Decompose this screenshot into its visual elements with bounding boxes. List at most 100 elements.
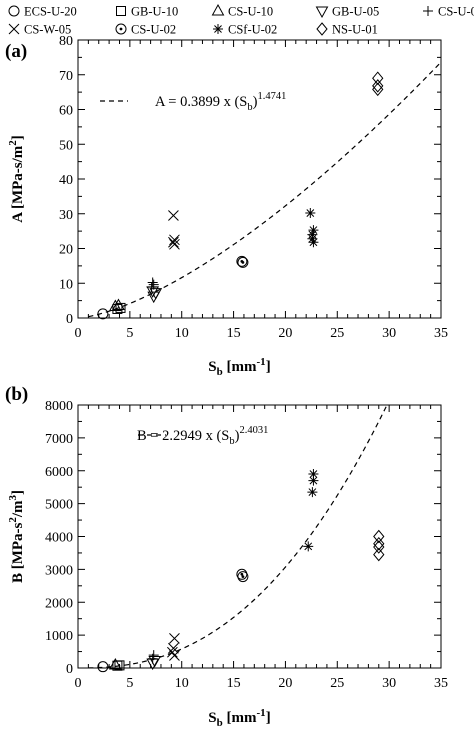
x-tick-label: 35	[434, 676, 448, 691]
legend-marker-triangle-up	[211, 3, 225, 16]
series-ns-u-01	[373, 529, 385, 562]
y-tick-label: 4000	[45, 531, 73, 546]
series-ecs-u-20	[97, 308, 109, 320]
data-point	[373, 540, 385, 554]
legend-item-cs-u-02: CS-U-02	[115, 23, 176, 37]
y-tick-label: 30	[59, 208, 73, 223]
legend-label: GB-U-05	[332, 5, 379, 19]
legend-marker-diamond	[316, 22, 328, 36]
x-tick-label: 30	[382, 676, 396, 691]
data-point	[169, 650, 180, 661]
legend-item-gb-u-05: GB-U-05	[315, 5, 379, 19]
legend-marker-triangle-down	[315, 6, 329, 19]
x-tick-label: 15	[227, 326, 241, 341]
series-cs-u-02	[236, 255, 249, 268]
x-tick-label: 20	[278, 326, 292, 341]
x-tick-label: 30	[382, 326, 396, 341]
data-point	[148, 650, 159, 661]
x-tick-label: 15	[227, 676, 241, 691]
panel-label: (b)	[5, 384, 28, 405]
y-tick-label: 70	[59, 69, 73, 84]
data-point	[168, 236, 179, 248]
data-point	[308, 469, 319, 480]
x-tick-label: 25	[330, 676, 344, 691]
x-tick-label: 25	[330, 326, 344, 341]
series-cs-w-05	[168, 210, 180, 250]
data-point	[305, 208, 316, 219]
legend-label: CS-U-10	[228, 5, 273, 19]
x-tick-label: 10	[175, 326, 189, 341]
legend: ECS-U-20 GB-U-10 CS-U-10 GB-U-05 CS-U-05 CS-W…	[8, 3, 474, 37]
data-point	[114, 660, 125, 671]
y-tick-label: 7000	[45, 432, 73, 447]
data-point	[307, 233, 318, 244]
legend-label: CS-U-02	[131, 23, 176, 37]
data-point	[169, 238, 180, 250]
data-point	[308, 237, 319, 248]
y-tick-label: 50	[59, 138, 73, 153]
data-point	[372, 82, 384, 97]
data-point	[167, 646, 178, 658]
y-tick-label: 10	[59, 277, 73, 292]
legend-marker-circle-dot	[115, 23, 127, 35]
data-point	[108, 299, 122, 312]
y-tick-label: 1000	[45, 629, 73, 644]
series-cs-u-05	[147, 650, 159, 664]
panel-label: (a)	[5, 41, 27, 62]
legend-label: CS-U-05	[438, 5, 474, 19]
y-tick-label: 80	[59, 34, 73, 49]
data-point	[237, 571, 249, 583]
y-tick-label: 20	[59, 243, 73, 258]
y-tick-label: 6000	[45, 465, 73, 480]
data-point	[372, 71, 384, 86]
data-point	[307, 487, 318, 498]
data-point	[303, 541, 314, 552]
series-gb-u-05	[146, 286, 163, 304]
data-point	[148, 655, 162, 668]
x-tick-label: 0	[75, 676, 82, 691]
data-point	[372, 79, 384, 93]
x-axis-label: Sb [mm-1]	[208, 356, 270, 378]
legend-marker-square	[116, 6, 126, 16]
y-tick-label: 40	[59, 173, 73, 188]
plot-frame	[77, 404, 442, 669]
series-cs-u-05	[146, 277, 159, 293]
legend-label: GB-U-10	[131, 5, 178, 19]
series-cs-u-10	[108, 298, 125, 312]
series-csf-u-02	[305, 208, 319, 248]
legend-item-gb-u-10: GB-U-10	[116, 5, 178, 19]
series-cs-u-10	[108, 658, 122, 670]
legend-marker-cross	[8, 23, 20, 35]
series-ecs-u-20	[97, 661, 109, 673]
series-csf-u-02	[303, 469, 319, 552]
legend-marker-circle	[8, 5, 20, 17]
data-point	[308, 475, 319, 486]
data-point	[97, 308, 109, 320]
legend-label: CS-W-05	[24, 23, 71, 37]
legend-marker-asterisk	[213, 24, 223, 34]
x-tick-label: 0	[75, 326, 82, 341]
data-point	[112, 298, 125, 310]
y-tick-label: 0	[66, 312, 73, 327]
data-point	[149, 288, 163, 300]
legend-item-cs-u-05: CS-U-05	[423, 5, 474, 19]
data-point	[108, 658, 122, 670]
series-ns-u-01	[372, 71, 384, 97]
x-tick-label: 5	[126, 326, 133, 341]
data-point	[169, 633, 180, 644]
data-point	[373, 547, 385, 562]
panel-a: 0 5 10 15 20 25 30 35 0 10 20 30 40 50 60 70 80 (a) Sb [mm…	[5, 34, 448, 378]
series-cs-u-02	[236, 568, 249, 583]
y-axis-label: A [MPa-s/m2]	[7, 135, 26, 223]
fit-equation: A = 0.3899 x (Sb)1.4741	[155, 91, 286, 113]
data-point	[237, 256, 249, 268]
data-point	[97, 661, 109, 673]
y-tick-label: 60	[59, 104, 73, 119]
x-tick-label: 35	[434, 326, 448, 341]
legend-item-cs-w-05: CS-W-05	[8, 23, 71, 37]
data-point	[308, 225, 319, 236]
x-tick-label: 10	[175, 676, 189, 691]
legend-label: CSf-U-02	[228, 23, 277, 37]
data-point	[168, 210, 179, 221]
